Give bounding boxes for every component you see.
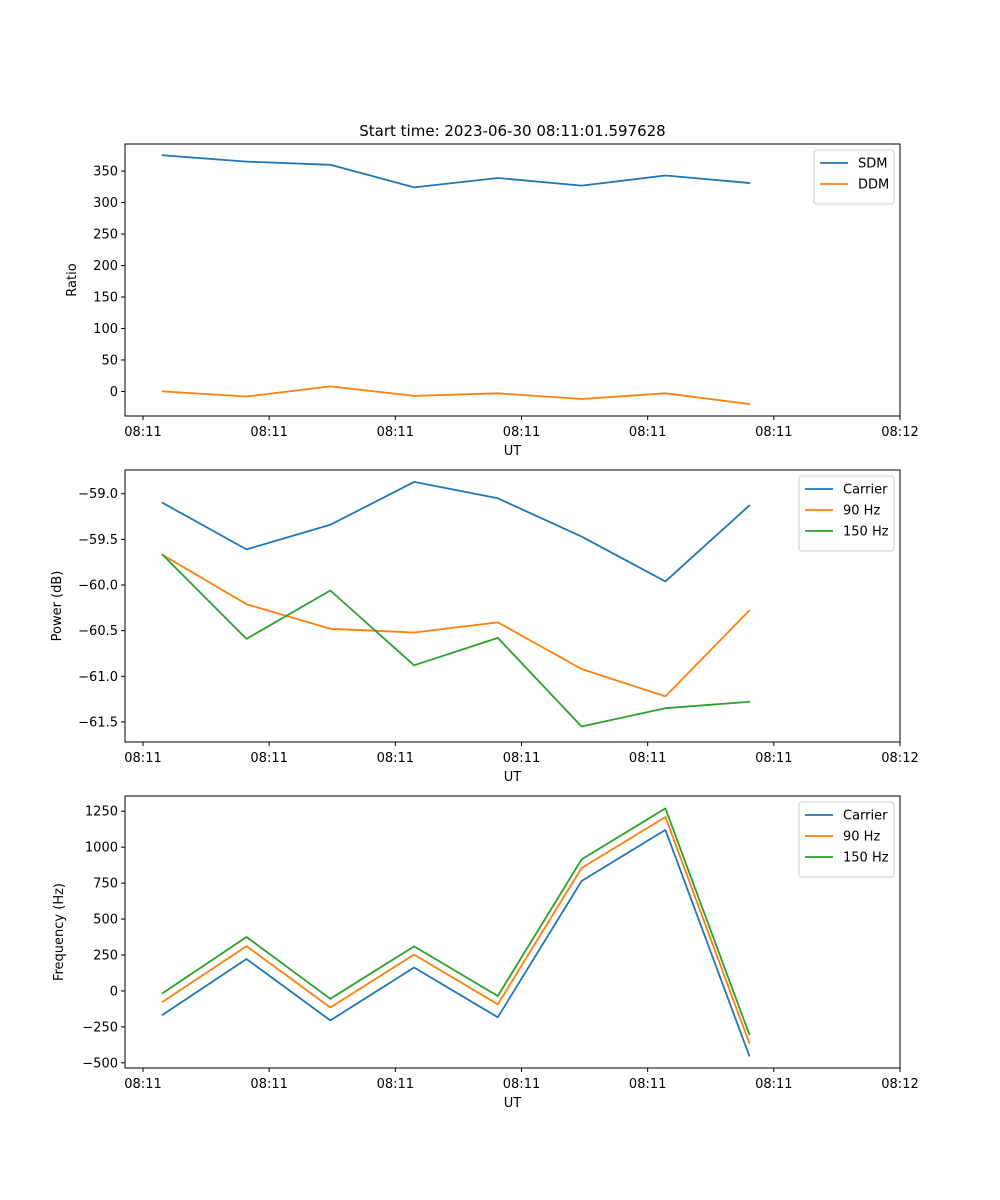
legend-box — [798, 801, 895, 878]
x-tick-label: 08:12 — [881, 425, 918, 440]
y-tick-label: 500 — [93, 913, 118, 928]
x-tick-label: 08:11 — [377, 425, 414, 440]
axes-frame — [124, 143, 901, 417]
series-line-90-hz — [161, 816, 751, 1044]
y-tick-label: −59.5 — [78, 533, 118, 548]
series-line-90-hz — [161, 553, 751, 698]
legend-label: DDM — [858, 178, 889, 193]
figure-title: Start time: 2023-06-30 08:11:01.597628 — [359, 122, 665, 140]
x-tick-label: 08:11 — [755, 751, 792, 766]
x-tick-label: 08:12 — [881, 1077, 918, 1092]
y-axis-label: Power (dB) — [50, 571, 65, 642]
x-tick-label: 08:11 — [629, 1077, 666, 1092]
legend-label: 90 Hz — [843, 504, 880, 519]
y-tick-label: −250 — [82, 1020, 118, 1035]
y-tick-label: 750 — [93, 877, 118, 892]
series-line-150-hz — [161, 807, 751, 1036]
y-tick-label: 1250 — [85, 805, 118, 820]
y-tick-label: −60.5 — [78, 624, 118, 639]
legend-label: 150 Hz — [843, 525, 889, 540]
x-tick-label: 08:11 — [250, 425, 287, 440]
legend-label: 150 Hz — [843, 851, 889, 866]
x-tick-label: 08:11 — [377, 1077, 414, 1092]
x-tick-label: 08:12 — [881, 751, 918, 766]
x-tick-label: 08:11 — [629, 751, 666, 766]
y-tick-label: 250 — [93, 228, 118, 243]
y-tick-label: −59.0 — [78, 487, 118, 502]
axes-frame — [124, 469, 901, 743]
x-tick-label: 08:11 — [755, 1077, 792, 1092]
series-line-150-hz — [161, 553, 751, 728]
y-tick-label: 1000 — [85, 841, 118, 856]
y-axis-label: Frequency (Hz) — [52, 883, 67, 981]
y-tick-label: −500 — [82, 1056, 118, 1071]
y-tick-label: 0 — [110, 984, 118, 999]
x-tick-label: 08:11 — [503, 1077, 540, 1092]
series-line-sdm — [161, 154, 751, 189]
legend-label: Carrier — [843, 809, 888, 824]
x-tick-label: 08:11 — [124, 425, 161, 440]
y-tick-label: 200 — [93, 259, 118, 274]
x-tick-label: 08:11 — [629, 425, 666, 440]
subplots: 08:11 08:11 08:11 08:11 08:11 08:11 08:12 0 50 10… — [50, 143, 919, 1111]
x-tick-label: 08:11 — [503, 425, 540, 440]
y-tick-label: −60.0 — [78, 579, 118, 594]
axes-frame — [124, 795, 901, 1069]
x-tick-label: 08:11 — [250, 1077, 287, 1092]
series-line-ddm — [161, 385, 751, 406]
legend-label: 90 Hz — [843, 830, 880, 845]
y-tick-label: 150 — [93, 291, 118, 306]
y-tick-label: −61.5 — [78, 715, 118, 730]
legend: Carrier 90 Hz 150 Hz — [798, 475, 895, 552]
x-tick-label: 08:11 — [503, 751, 540, 766]
y-tick-label: 100 — [93, 322, 118, 337]
subplot-3: 08:11 08:11 08:11 08:11 08:11 08:11 08:12 −500 −… — [52, 795, 919, 1111]
legend: SDM DDM — [813, 149, 895, 205]
y-tick-label: 50 — [101, 353, 118, 368]
legend-label: Carrier — [843, 483, 888, 498]
subplot-1: 08:11 08:11 08:11 08:11 08:11 08:11 08:12 0 50 10… — [65, 143, 919, 459]
y-tick-label: 350 — [93, 165, 118, 180]
x-tick-label: 08:11 — [755, 425, 792, 440]
x-tick-label: 08:11 — [250, 751, 287, 766]
subplot-2: 08:11 08:11 08:11 08:11 08:11 08:11 08:12 −61.5… — [50, 469, 919, 785]
legend-box — [798, 475, 895, 552]
series-line-carrier — [161, 829, 751, 1057]
x-axis-label: UT — [504, 1096, 522, 1111]
x-tick-label: 08:11 — [124, 1077, 161, 1092]
legend-label: SDM — [858, 157, 887, 172]
series-line-carrier — [161, 480, 751, 583]
y-tick-label: 300 — [93, 196, 118, 211]
y-tick-label: −61.0 — [78, 670, 118, 685]
x-axis-label: UT — [504, 770, 522, 785]
y-tick-label: 0 — [110, 385, 118, 400]
y-tick-label: 250 — [93, 949, 118, 964]
y-axis-label: Ratio — [65, 263, 80, 296]
x-tick-label: 08:11 — [377, 751, 414, 766]
x-tick-label: 08:11 — [124, 751, 161, 766]
x-axis-label: UT — [504, 444, 522, 459]
legend: Carrier 90 Hz 150 Hz — [798, 801, 895, 878]
